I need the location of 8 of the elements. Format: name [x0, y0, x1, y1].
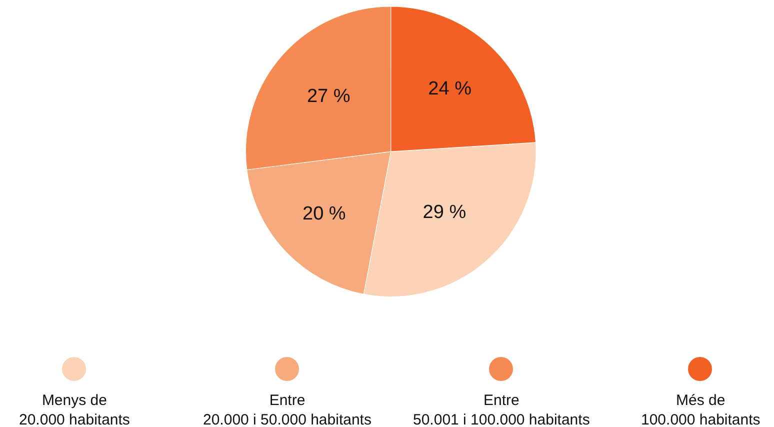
legend-label: Menys de 20.000 habitants [19, 392, 130, 427]
data-label: 27 % [306, 86, 350, 108]
data-label: 24 % [428, 78, 472, 100]
legend-label: Entre 50.001 i 100.000 habitants [413, 392, 590, 427]
data-label: 20 % [302, 204, 346, 225]
legend-label: Més de 100.000 habitants [641, 392, 760, 427]
data-label: 29 % [422, 202, 466, 223]
legend-label: Entre 20.000 i 50.000 habitants [203, 392, 372, 427]
